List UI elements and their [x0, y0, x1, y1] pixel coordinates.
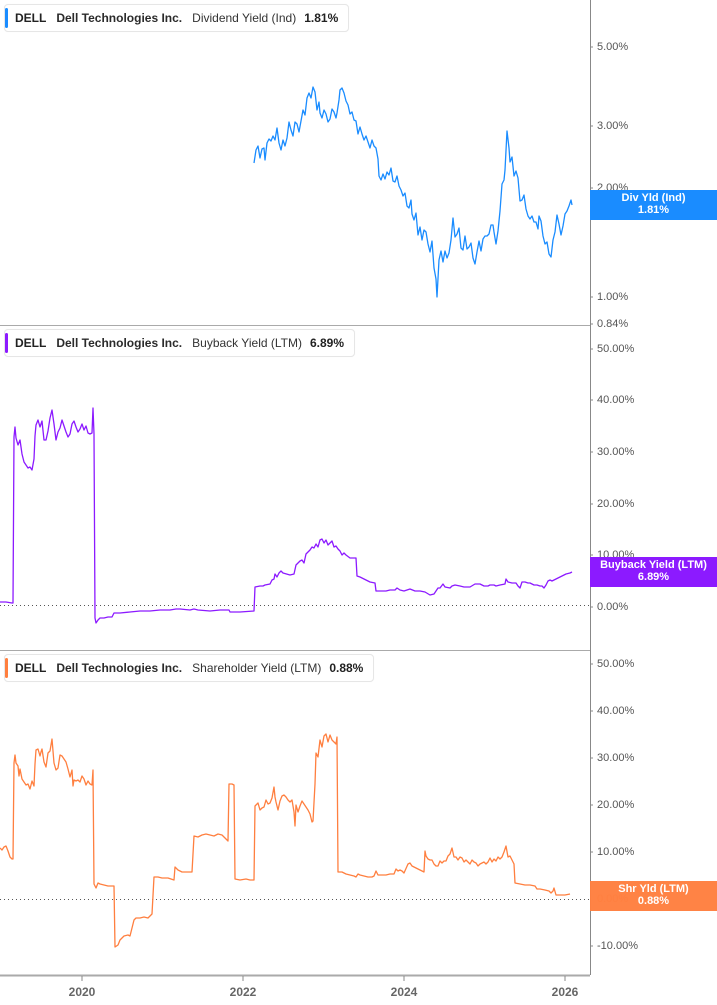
legend-company: Dell Technologies Inc. [56, 661, 183, 675]
tag-label: Div Yld (Ind) [621, 192, 686, 204]
panel-shareholder-yield: DELL Dell Technologies Inc. Shareholder … [4, 654, 717, 952]
y-tick-label: 3.00% [597, 120, 629, 132]
legend-color-marker [5, 658, 8, 678]
y-tick-label: 30.00% [597, 752, 635, 764]
legend-ticker: DELL [15, 11, 47, 25]
y-tick-label: -10.00% [597, 940, 638, 952]
y-tick-label: 40.00% [597, 705, 635, 717]
x-tick-label: 2024 [390, 985, 418, 999]
y-tick-label: 50.00% [597, 658, 635, 670]
last-value-tag-dividend: Div Yld (Ind) 1.81% [590, 190, 717, 220]
legend-metric: Dividend Yield (Ind) [192, 11, 297, 25]
panel-dividend-yield: DELL Dell Technologies Inc. Dividend Yie… [0, 0, 717, 330]
y-tick-label: 10.00% [597, 846, 635, 858]
y-tick-label: 0.00% [597, 601, 629, 613]
shareholder-yield-line [0, 733, 571, 948]
y-tick-label: 5.00% [597, 41, 629, 53]
dividend-yield-line [253, 86, 573, 298]
tag-label: Shr Yld (LTM) [618, 883, 689, 895]
legend-company: Dell Technologies Inc. [56, 336, 183, 350]
legend-color-marker [5, 8, 8, 28]
panel-buyback-yield: DELL Dell Technologies Inc. Buyback Yiel… [4, 329, 717, 613]
tag-label: Buyback Yield (LTM) [600, 559, 707, 571]
tag-value: 1.81% [637, 204, 670, 216]
tag-value: 0.88% [637, 895, 670, 907]
legend-ticker: DELL [15, 336, 47, 350]
tag-value: 6.89% [637, 571, 670, 583]
legend-metric: Shareholder Yield (LTM) [192, 661, 322, 675]
y-tick-label: 50.00% [597, 343, 635, 355]
x-tick-label: 2020 [68, 985, 96, 999]
x-tick-label: 2026 [551, 985, 579, 999]
legend-buyback-yield[interactable]: DELL Dell Technologies Inc. Buyback Yiel… [4, 329, 356, 357]
y-tick-label: 40.00% [597, 394, 635, 406]
legend-value: 1.81% [304, 11, 339, 25]
legend-color-marker [5, 333, 8, 353]
legend-dividend-yield[interactable]: DELL Dell Technologies Inc. Dividend Yie… [4, 4, 350, 32]
last-value-tag-shareholder: Shr Yld (LTM) 0.88% [590, 881, 717, 911]
y-tick-label: 1.00% [597, 291, 629, 303]
legend-value: 0.88% [329, 661, 364, 675]
legend-shareholder-yield[interactable]: DELL Dell Technologies Inc. Shareholder … [4, 654, 375, 682]
legend-metric: Buyback Yield (LTM) [192, 336, 302, 350]
legend-company: Dell Technologies Inc. [56, 11, 183, 25]
legend-ticker: DELL [15, 661, 47, 675]
y-tick-label: 20.00% [597, 799, 635, 811]
last-value-tag-buyback: Buyback Yield (LTM) 6.89% [590, 557, 717, 587]
x-tick-label: 2022 [229, 985, 257, 999]
y-tick-label: 20.00% [597, 498, 635, 510]
y-tick-label: 30.00% [597, 446, 635, 458]
legend-value: 6.89% [309, 336, 345, 350]
buyback-yield-line [0, 407, 573, 624]
y-tick-label: 0.84% [597, 318, 629, 330]
